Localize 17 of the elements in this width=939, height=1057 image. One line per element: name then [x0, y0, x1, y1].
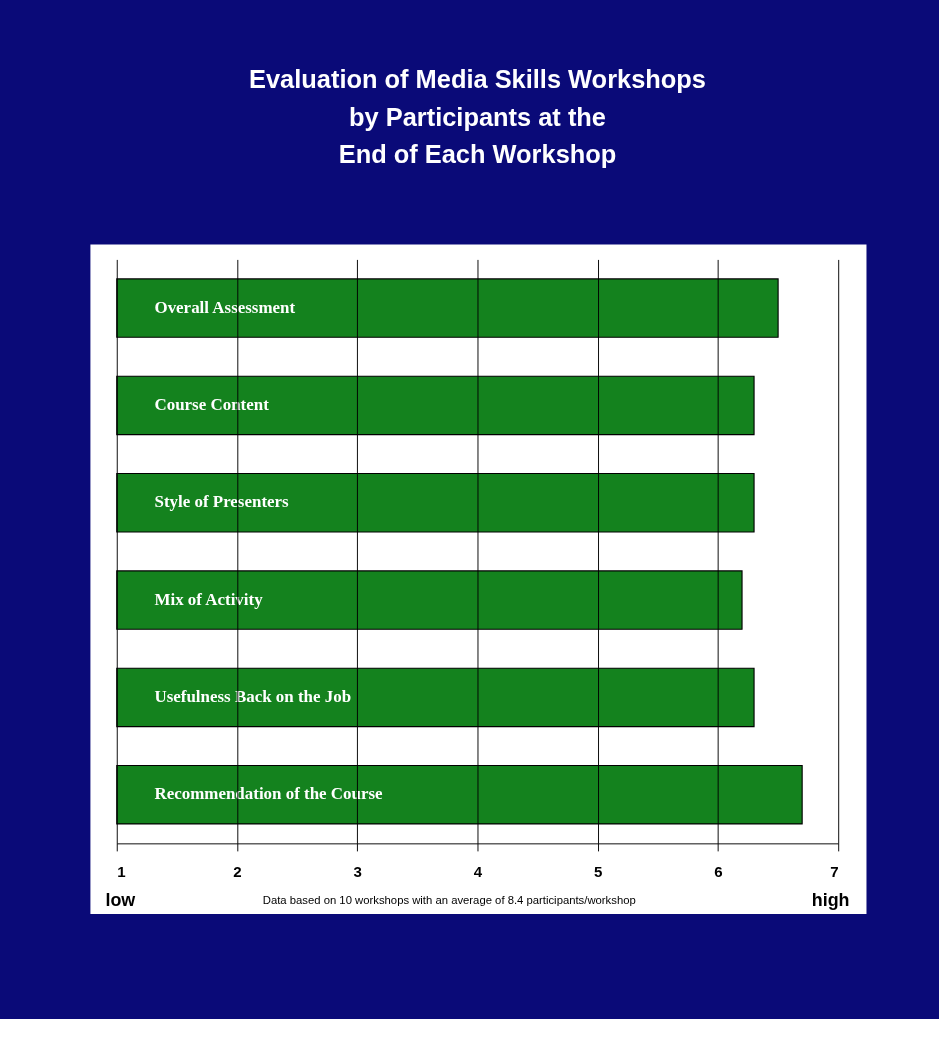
x-tick-label: 5	[594, 862, 603, 880]
text: Data based on 10 workshops with an average of 8.4 participants/workshop	[262, 893, 636, 906]
x-tick-label: 1	[117, 862, 126, 880]
chart-title: Evaluation of Media Skills Workshops by Participants at the End of Each Workshop	[249, 65, 706, 169]
text: high	[811, 889, 850, 910]
x-tick-label: 4	[473, 862, 483, 880]
y-tick-label: Usefulness Back on the Job	[154, 687, 352, 707]
y-tick-label: Mix of Activity	[154, 589, 264, 609]
y-tick-label: Course Content	[154, 395, 270, 415]
y-tick-label: Overall Assessment	[154, 297, 296, 317]
y-tick-label: Recommendation of the Course	[154, 784, 384, 804]
x-tick-label: 2	[233, 862, 242, 880]
text: low	[105, 889, 136, 910]
x-tick-label: 7	[830, 862, 839, 880]
x-tick-label: 3	[353, 862, 362, 880]
x-tick-label: 6	[714, 862, 723, 880]
y-tick-label: Style of Presenters	[154, 492, 290, 512]
